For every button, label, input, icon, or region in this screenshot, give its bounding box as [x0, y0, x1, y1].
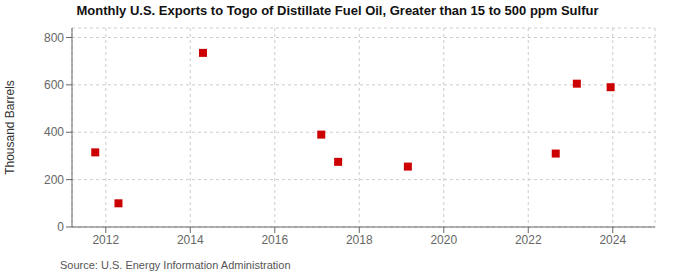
svg-text:2012: 2012 — [92, 233, 119, 247]
svg-text:2016: 2016 — [261, 233, 288, 247]
svg-text:2014: 2014 — [177, 233, 204, 247]
html-text:Monthly U.S. Exports to Togo o: Monthly U.S. Exports to Togo of Distilla… — [76, 3, 599, 18]
svg-text:2020: 2020 — [430, 233, 457, 247]
svg-text:0: 0 — [57, 220, 64, 234]
svg-text:200: 200 — [44, 173, 64, 187]
html-text:Source: U.S. Energy Informatio: Source: U.S. Energy Information Administ… — [60, 259, 291, 271]
svg-text:2018: 2018 — [346, 233, 373, 247]
svg-text:600: 600 — [44, 78, 64, 92]
svg-text:400: 400 — [44, 125, 64, 139]
svg-text:2024: 2024 — [599, 233, 626, 247]
svg-text:800: 800 — [44, 31, 64, 45]
svg-text:Thousand Barrels: Thousand Barrels — [8, 80, 17, 175]
svg-text:2022: 2022 — [515, 233, 542, 247]
